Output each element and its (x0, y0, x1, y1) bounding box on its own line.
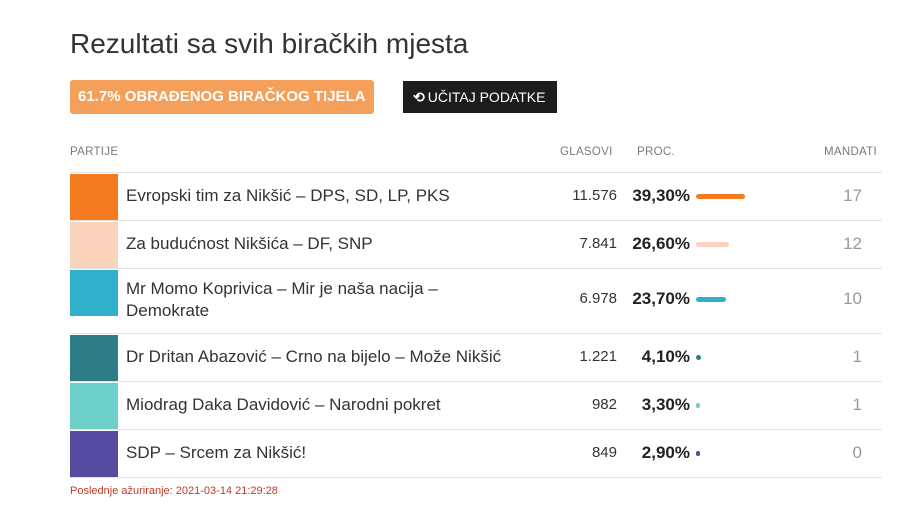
party-votes: 7.841 (579, 235, 617, 252)
party-color-swatch (70, 222, 118, 268)
table-row: Za budućnost Nikšića – DF, SNP 7.841 26,… (70, 220, 882, 268)
percent-bar (696, 355, 701, 360)
refresh-icon: ⟲ (413, 89, 425, 105)
reload-data-button[interactable]: ⟲ UČITAJ PODATKE (403, 81, 558, 113)
results-table: Evropski tim za Nikšić – DPS, SD, LP, PK… (70, 172, 882, 478)
party-name: Dr Dritan Abazović – Crno na bijelo – Mo… (126, 347, 502, 366)
percent-bar (696, 242, 729, 247)
page-title: Rezultati sa svih biračkih mjesta (70, 28, 469, 59)
party-votes: 849 (591, 444, 617, 461)
party-name: Za budućnost Nikšića – DF, SNP (126, 234, 373, 253)
table-row: SDP – Srcem za Nikšić! 849 2,90% 0 (70, 429, 882, 478)
party-color-swatch (70, 174, 118, 220)
reload-data-label: UČITAJ PODATKE (427, 89, 546, 105)
party-percent: 3,30% (641, 395, 690, 414)
percent-bar (696, 451, 700, 456)
table-row: Miodrag Daka Davidović – Narodni pokret … (70, 381, 882, 429)
percent-bar (696, 297, 726, 302)
party-seats: 10 (843, 289, 862, 308)
party-votes: 982 (591, 396, 617, 413)
party-seats: 12 (843, 234, 862, 253)
party-color-swatch (70, 335, 118, 381)
last-updated: Poslednje ažuriranje: 2021-03-14 21:29:2… (70, 485, 278, 497)
party-color-swatch (70, 431, 118, 477)
processed-badge: 61.7% OBRAĐENOG BIRAČKOG TIJELA (70, 80, 374, 114)
party-seats: 0 (852, 443, 862, 462)
party-name: Evropski tim za Nikšić – DPS, SD, LP, PK… (126, 186, 450, 205)
party-percent: 4,10% (641, 347, 690, 366)
table-row: Dr Dritan Abazović – Crno na bijelo – Mo… (70, 333, 882, 381)
header-percent: PROC. (637, 146, 675, 158)
header-parties: PARTIJE (70, 146, 119, 158)
party-name: Mr Momo Koprivica – Mir je naša nacija –… (126, 279, 438, 320)
party-color-swatch (70, 270, 118, 316)
party-percent: 26,60% (632, 234, 690, 253)
party-name: Miodrag Daka Davidović – Narodni pokret (126, 395, 441, 414)
party-color-swatch (70, 383, 118, 429)
party-name: SDP – Srcem za Nikšić! (126, 443, 307, 462)
header-votes: GLASOVI (560, 146, 613, 158)
header-seats: MANDATI (824, 146, 877, 158)
party-percent: 2,90% (641, 443, 690, 462)
party-percent: 39,30% (632, 186, 690, 205)
party-seats: 1 (852, 395, 862, 414)
party-seats: 17 (843, 186, 862, 205)
party-seats: 1 (852, 347, 862, 366)
table-row: Evropski tim za Nikšić – DPS, SD, LP, PK… (70, 172, 882, 220)
percent-bar (696, 194, 745, 199)
party-votes: 1.221 (579, 348, 617, 365)
party-percent: 23,70% (632, 289, 690, 308)
percent-bar (696, 403, 700, 408)
party-votes: 6.978 (579, 290, 617, 307)
party-votes: 11.576 (572, 187, 617, 204)
table-row: Mr Momo Koprivica – Mir je naša nacija –… (70, 268, 882, 333)
